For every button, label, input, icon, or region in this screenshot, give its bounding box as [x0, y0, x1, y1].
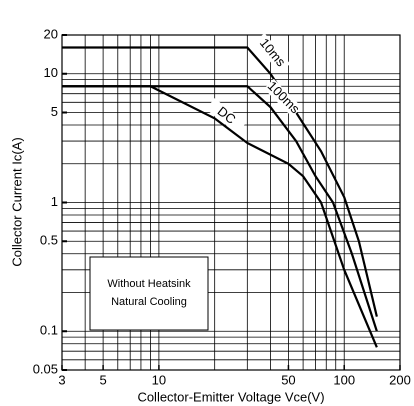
x-tick-label: 100 [333, 372, 355, 387]
series-label-bg [253, 33, 291, 73]
series-line [62, 85, 378, 332]
y-axis-label: Collector Current Ic(A) [9, 137, 24, 266]
x-tick-label: 10 [152, 372, 166, 387]
series-line [62, 46, 378, 317]
x-tick-label: 3 [58, 372, 65, 387]
series-label-bg [205, 98, 247, 134]
x-axis-label: Collector-Emitter Voltage Vce(V) [137, 389, 324, 404]
x-tick-label: 5 [99, 372, 106, 387]
annotation: Natural Cooling [111, 296, 187, 308]
x-tick-label: 200 [389, 372, 411, 387]
y-tick-label: 5 [51, 104, 58, 119]
y-tick-label: 0.05 [33, 361, 58, 376]
y-tick-label: 0.5 [40, 233, 58, 248]
annotation-box [89, 256, 209, 331]
series-line [62, 85, 378, 348]
x-tick-label: 50 [281, 372, 295, 387]
y-tick-label: 20 [44, 26, 58, 41]
y-tick-label: 1 [51, 194, 58, 209]
series-label-bg [263, 78, 303, 118]
y-tick-label: 0.1 [40, 323, 58, 338]
annotation: Without Heatsink [107, 278, 191, 290]
y-tick-label: 10 [44, 65, 58, 80]
